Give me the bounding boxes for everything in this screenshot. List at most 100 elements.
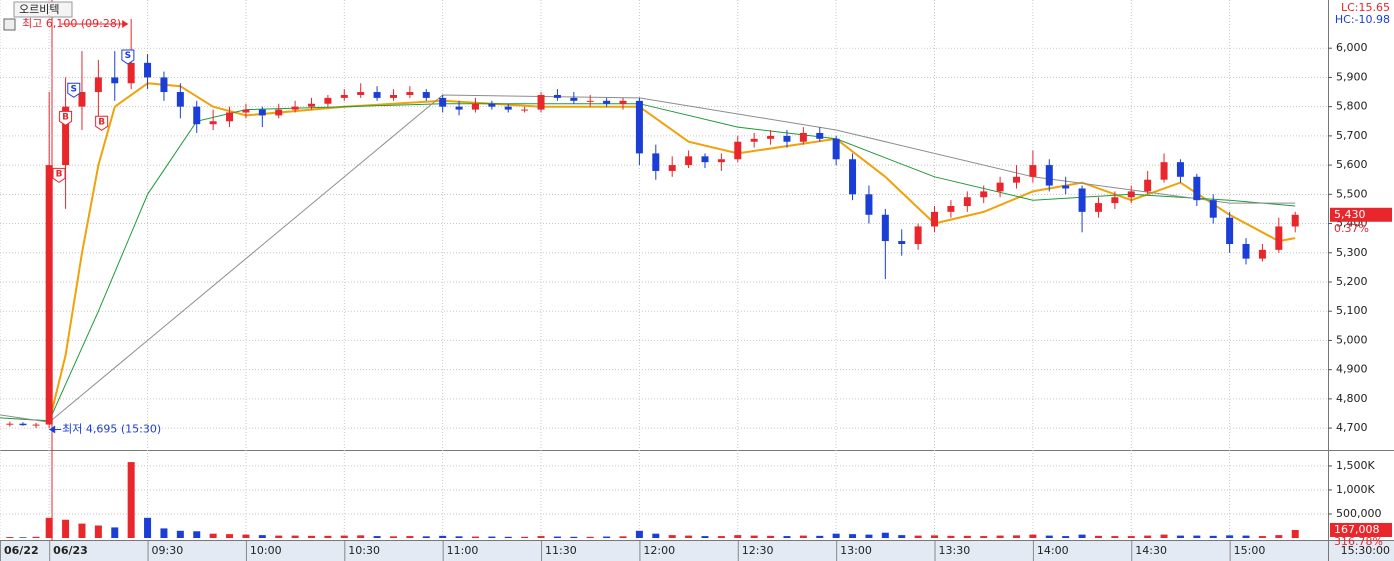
candle-body xyxy=(357,92,365,95)
candle-body xyxy=(701,156,709,163)
x-tick-label: 10:00 xyxy=(250,544,282,557)
volume-bar xyxy=(1209,535,1217,538)
candle-body xyxy=(783,135,791,142)
signal-label: B xyxy=(62,112,69,122)
candle-body xyxy=(32,424,40,426)
volume-bar xyxy=(931,535,939,538)
y-tick-label: 5,500 xyxy=(1336,187,1368,200)
x-tick-label: 06/22 xyxy=(4,544,39,557)
volume-bar xyxy=(1127,536,1135,538)
volume-bar xyxy=(127,462,135,538)
volume-bar xyxy=(1144,535,1152,538)
candle-body xyxy=(488,103,496,107)
x-tick-label: 14:00 xyxy=(1037,544,1069,557)
candle-body xyxy=(881,214,889,242)
candle-body xyxy=(1144,179,1152,192)
y-tick-label: 5,300 xyxy=(1336,246,1368,259)
volume-bar xyxy=(242,534,250,538)
volume-bar xyxy=(45,517,53,538)
candle-body xyxy=(1094,203,1102,212)
volume-bar xyxy=(1012,535,1020,538)
candle-body xyxy=(176,92,184,107)
stock-name[interactable]: 오르비텍 xyxy=(19,3,59,16)
candle-body xyxy=(1127,191,1135,198)
y-tick-label: 5,200 xyxy=(1336,275,1368,288)
candle-body xyxy=(94,77,102,93)
x-tick-label: 15:00 xyxy=(1234,544,1266,557)
volume-bar xyxy=(1078,534,1086,538)
volume-bar xyxy=(898,535,906,538)
volume-bar xyxy=(258,535,266,538)
volume-bar xyxy=(291,535,299,538)
candle-body xyxy=(242,109,250,113)
candle-body xyxy=(422,92,430,98)
candle-body xyxy=(258,109,266,116)
candle-body xyxy=(160,77,168,93)
candle-body xyxy=(553,94,561,98)
candle-body xyxy=(340,94,348,98)
volume-bar xyxy=(816,535,824,538)
x-tick-label: 13:00 xyxy=(840,544,872,557)
volume-bar xyxy=(767,535,775,538)
y-tick-label: 4,800 xyxy=(1336,392,1368,405)
last-volume: 167,008 xyxy=(1334,523,1380,536)
candle-body xyxy=(1258,249,1266,259)
volume-bar xyxy=(1111,536,1119,538)
volume-bar xyxy=(1275,535,1283,538)
volume-bar xyxy=(422,536,430,538)
volume-bar xyxy=(1193,535,1201,538)
candle-body xyxy=(78,92,86,107)
volume-bar xyxy=(521,536,529,538)
volume-bar xyxy=(340,535,348,538)
moving-average xyxy=(48,82,1296,423)
volume-bar xyxy=(32,536,40,538)
candle-body xyxy=(1242,243,1250,259)
signal-label: S xyxy=(71,84,77,94)
signal-marker xyxy=(95,115,109,131)
x-tick-label: 12:30 xyxy=(742,544,774,557)
volume-bar xyxy=(963,535,971,538)
volume-bar xyxy=(455,536,463,538)
volume-bar xyxy=(947,535,955,538)
signal-label: B xyxy=(56,169,63,179)
candle-body xyxy=(127,62,135,84)
candle-body xyxy=(816,132,824,139)
candle-body xyxy=(750,138,758,142)
candle-body xyxy=(308,103,316,107)
candle-body xyxy=(1062,185,1070,189)
candle-body xyxy=(1029,165,1037,177)
signal-marker xyxy=(67,82,81,98)
candle-body xyxy=(389,94,397,98)
high-arrow-head xyxy=(122,19,129,28)
volume-bar xyxy=(586,536,594,538)
candle-body xyxy=(1176,162,1184,177)
candle-body xyxy=(570,97,578,101)
volume-bar xyxy=(849,534,857,538)
last-price: 5,430 xyxy=(1334,208,1366,221)
candle-body xyxy=(275,109,283,116)
volume-bar xyxy=(275,535,283,538)
candle-body xyxy=(324,97,332,104)
candle-body xyxy=(1045,165,1053,186)
candle-body xyxy=(1078,188,1086,212)
candle-body xyxy=(1160,162,1168,180)
last-volume-box xyxy=(1330,522,1392,537)
candle-body xyxy=(521,109,529,111)
candle-body xyxy=(1275,226,1283,250)
menu-icon[interactable] xyxy=(3,18,16,31)
y-tick-label: 5,000 xyxy=(1336,333,1368,346)
candle-body xyxy=(291,106,299,110)
volume-ratio: 316.78% xyxy=(1334,535,1383,548)
signal-marker xyxy=(121,49,135,65)
volume-bar xyxy=(144,517,152,538)
stock-name-box[interactable] xyxy=(13,1,73,18)
volume-bar xyxy=(980,536,988,538)
time-strip xyxy=(0,541,1394,561)
volume-bar xyxy=(357,535,365,538)
lc-label: LC:15.65 xyxy=(1341,1,1390,14)
signal-label: B xyxy=(98,117,105,127)
candle-body xyxy=(996,182,1004,192)
volume-bar xyxy=(783,536,791,538)
candle-body xyxy=(226,112,234,122)
volume-bar xyxy=(209,533,217,538)
